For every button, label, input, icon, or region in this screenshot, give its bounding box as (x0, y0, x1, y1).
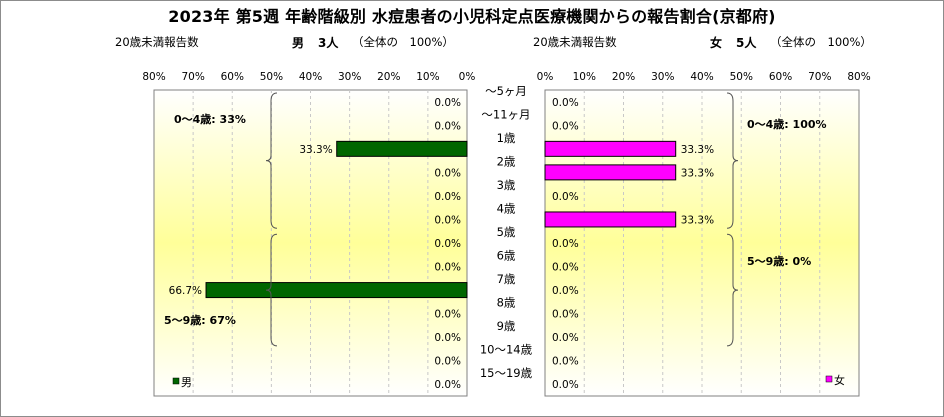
female-value-label: 33.3% (681, 144, 714, 156)
left-sex-label: 男 (292, 34, 304, 51)
left-tick-label: 10% (416, 71, 439, 83)
left-tick-label: 20% (377, 71, 400, 83)
right-count: 5人 (736, 36, 757, 50)
right-tick-label: 60% (769, 71, 792, 83)
right-sex-label: 女 (710, 34, 722, 51)
male-bar (205, 282, 468, 299)
right-tick-label: 70% (808, 71, 831, 83)
male-value-label: 0.0% (434, 332, 461, 344)
male-value-label: 0.0% (434, 120, 461, 132)
right-tick-label: 0% (537, 71, 554, 83)
male-legend-label: 男 (181, 376, 192, 389)
female-bar (544, 211, 677, 228)
female-value-label: 0.0% (552, 191, 579, 203)
left-count-label: 3人 (318, 34, 338, 51)
male-group-label: 5～9歳: 67% (164, 313, 236, 327)
female-group-brace (726, 233, 739, 347)
right-sex: 女 (710, 36, 723, 50)
female-bar (544, 164, 677, 181)
age-category-label: 8歳 (497, 296, 516, 310)
right-tick-label: 10% (573, 71, 596, 83)
male-value-label: 0.0% (434, 97, 461, 109)
right-count-label: 5人 (736, 34, 756, 51)
female-value-label: 0.0% (552, 120, 579, 132)
chart-title: 2023年 第5週 年齢階級別 水痘患者の小児科定点医療機関からの報告割合(京都… (168, 7, 776, 26)
left-tick-label: 80% (142, 71, 165, 83)
age-category-label: 4歳 (497, 201, 516, 215)
female-value-label: 0.0% (552, 332, 579, 344)
age-category-label: 9歳 (497, 319, 516, 333)
female-value-label: 0.0% (552, 309, 579, 321)
right-tick-label: 30% (651, 71, 674, 83)
male-value-label: 33.3% (299, 144, 332, 156)
female-value-label: 0.0% (552, 262, 579, 274)
left-count: 3人 (318, 36, 339, 50)
female-value-label: 33.3% (681, 214, 714, 226)
age-category-label: 5歳 (497, 225, 516, 239)
left-tick-label: 40% (299, 71, 322, 83)
male-value-label: 0.0% (434, 356, 461, 368)
male-value-label: 0.0% (434, 191, 461, 203)
right-overall-label: （全体の 100%） (770, 35, 872, 49)
left-tick-label: 50% (260, 71, 283, 83)
right-tick-label: 50% (730, 71, 753, 83)
left-sex: 男 (292, 36, 305, 50)
male-value-label: 0.0% (434, 214, 461, 226)
male-group-brace (265, 233, 278, 347)
age-category-label: 3歳 (497, 178, 516, 192)
left-tick-label: 70% (181, 71, 204, 83)
left-overall-label: （全体の 100%） (352, 35, 454, 49)
age-category-label: 10～14歳 (480, 343, 533, 357)
female-value-label: 0.0% (552, 285, 579, 297)
left-tick-label: 60% (221, 71, 244, 83)
male-value-label: 0.0% (434, 309, 461, 321)
female-value-label: 0.0% (552, 97, 579, 109)
female-value-label: 0.0% (552, 356, 579, 368)
left-tick-label: 30% (338, 71, 361, 83)
left-tick-label: 0% (459, 71, 476, 83)
male-value-label: 0.0% (434, 238, 461, 250)
female-legend-swatch (825, 375, 833, 383)
female-value-label: 0.0% (552, 238, 579, 250)
age-category-label: ～5ヶ月 (485, 84, 527, 98)
female-value-label: 33.3% (681, 167, 714, 179)
male-group-brace (265, 92, 278, 229)
age-category-label: 6歳 (497, 249, 516, 263)
right-tick-label: 20% (612, 71, 635, 83)
male-group-label: 0～4歳: 33% (174, 112, 246, 126)
age-category-label: ～11ヶ月 (481, 107, 530, 121)
age-category-label: 7歳 (497, 272, 516, 286)
right-tick-label: 40% (690, 71, 713, 83)
right-under20-label: 20歳未満報告数 (533, 35, 617, 49)
male-value-label: 0.0% (434, 262, 461, 274)
age-category-label: 1歳 (497, 131, 516, 145)
age-category-label: 2歳 (497, 154, 516, 168)
female-group-label: 5～9歳: 0% (747, 254, 811, 268)
male-value-label: 0.0% (434, 379, 461, 391)
female-group-label: 0～4歳: 100% (747, 117, 827, 131)
female-legend-label: 女 (834, 373, 845, 387)
age-category-label: 15～19歳 (480, 366, 533, 380)
female-group-brace (726, 92, 739, 229)
female-bar (544, 140, 677, 157)
male-bar (336, 140, 468, 157)
right-tick-label: 80% (847, 71, 870, 83)
male-value-label: 66.7% (169, 285, 202, 297)
male-legend-swatch (172, 377, 180, 385)
female-value-label: 0.0% (552, 379, 579, 391)
male-value-label: 0.0% (434, 167, 461, 179)
left-under20-label: 20歳未満報告数 (115, 35, 199, 49)
